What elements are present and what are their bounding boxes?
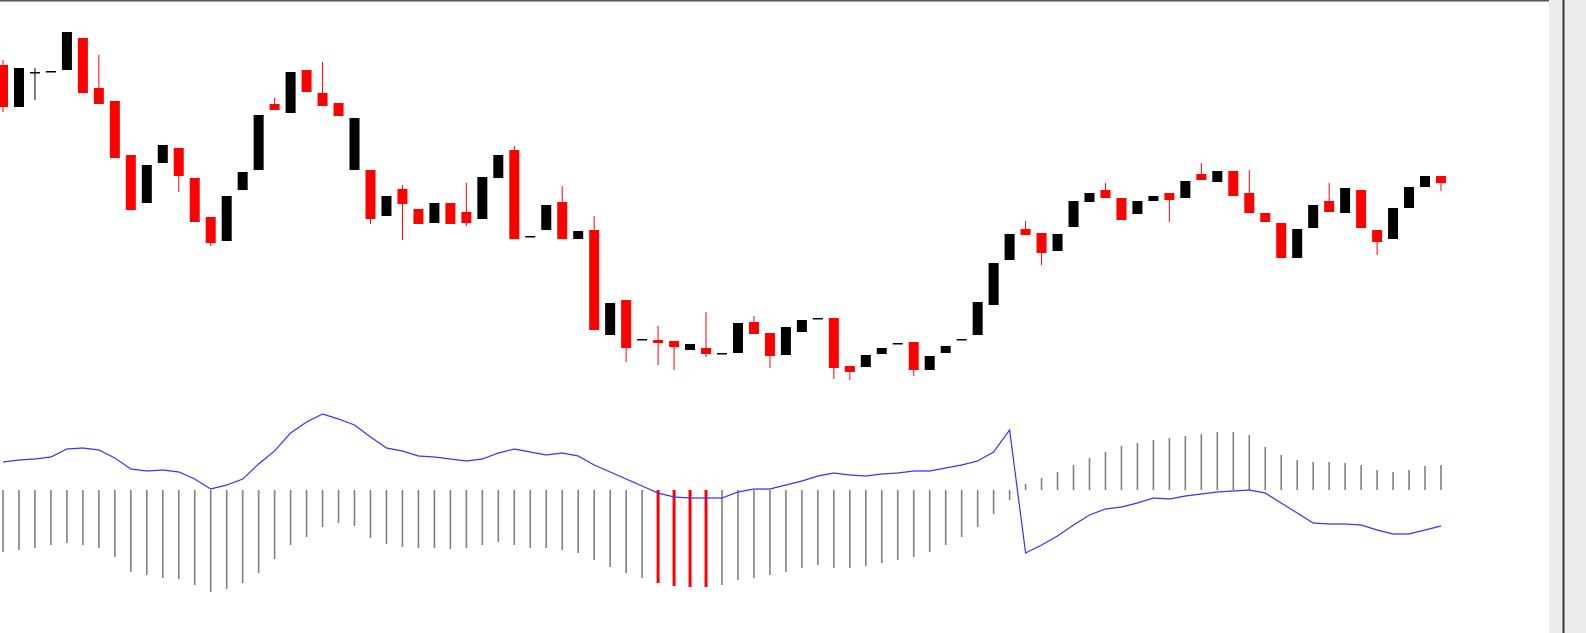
candle-body (189, 178, 200, 222)
candle-body (1436, 176, 1446, 183)
candle-body (717, 353, 727, 355)
candle-body (1244, 193, 1255, 213)
candle-body (844, 366, 855, 372)
candle-body (1164, 193, 1175, 200)
candle-body (956, 339, 967, 341)
candle-body (732, 323, 743, 353)
candle-body (988, 263, 999, 305)
candle-body (93, 88, 104, 104)
candle-body (1180, 181, 1191, 198)
plot (0, 32, 1446, 592)
candle-body (269, 104, 280, 110)
candle-body (1004, 234, 1015, 260)
candle-body (429, 203, 440, 223)
candle-body (653, 340, 664, 343)
side-panel (1549, 0, 1586, 633)
candle-body (173, 148, 184, 176)
candle-body (1148, 196, 1159, 201)
candle-body (1132, 201, 1143, 214)
candle-body (557, 202, 568, 239)
candle-body (1260, 213, 1271, 222)
candle-body (573, 231, 584, 239)
candle-body (1372, 230, 1383, 242)
candle-body (77, 38, 88, 93)
candle-body (381, 196, 392, 216)
candle-body (812, 318, 823, 320)
candle-body (141, 165, 152, 203)
candle-body (780, 327, 791, 355)
candle-body (1308, 205, 1319, 228)
candle-body (860, 355, 871, 367)
candle-body (157, 145, 168, 163)
candle-body (892, 343, 903, 345)
candle-body (1340, 188, 1351, 213)
candle-body (1036, 233, 1047, 253)
candle-body (1276, 223, 1287, 258)
candle-body (1084, 193, 1095, 202)
candle-body (621, 300, 632, 348)
candle-body (397, 189, 408, 204)
candle-body (589, 230, 600, 330)
candle-body (1116, 198, 1127, 220)
candle-body (1068, 201, 1079, 227)
candle-body (669, 341, 680, 347)
candle-body (0, 65, 8, 107)
candle-body (13, 68, 24, 107)
candle-body (317, 93, 328, 106)
candle-body (285, 72, 296, 113)
candle-body (1052, 234, 1063, 251)
candle-body (493, 155, 504, 178)
candle-body (1324, 201, 1335, 212)
candle-body (1292, 229, 1303, 258)
candle-body (445, 203, 456, 224)
candle-body (1212, 171, 1223, 182)
candle-body (237, 172, 248, 190)
candle-body (701, 348, 712, 354)
candle-body (61, 32, 72, 70)
candle-body (1356, 190, 1367, 228)
candle-body (1196, 174, 1207, 180)
candle-body (509, 150, 520, 239)
candle-body (924, 356, 935, 370)
candle-body (253, 115, 264, 170)
candle-body (1100, 190, 1111, 198)
candle-body (477, 177, 488, 219)
candle-body (796, 320, 807, 332)
candle-body (605, 303, 616, 335)
candle-body (221, 196, 232, 241)
candle-body (29, 72, 40, 74)
candle-body (876, 348, 887, 354)
candle-body (1388, 208, 1399, 239)
candle-body (637, 339, 648, 341)
candle-body (940, 346, 951, 353)
candle-body (764, 333, 775, 356)
candle-body (205, 217, 216, 243)
candle-body (1404, 187, 1415, 208)
candle-body (365, 170, 376, 219)
candle-body (525, 236, 536, 238)
candle-body (45, 71, 56, 73)
candle-body (1228, 171, 1239, 196)
candle-body (125, 155, 136, 210)
candle-body (109, 101, 120, 158)
candle-body (1420, 176, 1431, 187)
candle-body (541, 205, 552, 230)
candle-body (748, 322, 759, 334)
indicator-line (2, 413, 1442, 554)
candle-body (828, 318, 839, 368)
candle-body (972, 302, 983, 335)
candle-body (1020, 229, 1031, 235)
candle-body (333, 103, 344, 116)
candle-body (685, 344, 696, 350)
candle-body (349, 118, 360, 170)
candle-body (301, 70, 312, 92)
candle-body (461, 212, 472, 223)
candle-body (413, 209, 424, 224)
candle-body (908, 342, 919, 370)
